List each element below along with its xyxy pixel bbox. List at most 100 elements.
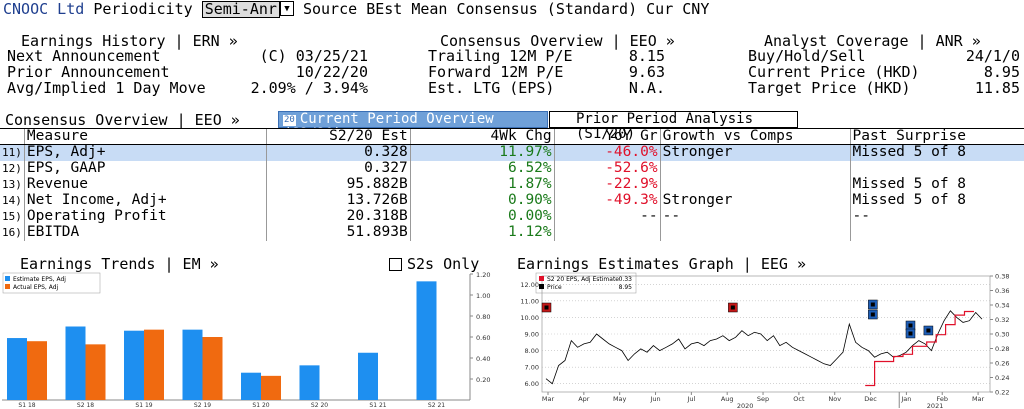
left-tick-label: 9.00 <box>525 331 539 339</box>
legend-swatch <box>5 284 10 289</box>
y-tick-label: 0.80 <box>476 313 490 321</box>
row-chg: 6.52% <box>409 160 555 177</box>
consensus-overview-section-title[interactable]: Consensus Overview | EEO » <box>5 111 240 129</box>
row-yoy: -- <box>553 208 661 225</box>
left-tick-label: 8.00 <box>525 347 539 355</box>
row-est: 20.318B <box>265 208 411 225</box>
chevron-down-icon[interactable]: ▼ <box>279 1 294 16</box>
x-tick-label: Feb <box>936 395 948 403</box>
cur-value[interactable]: CNY <box>682 0 710 18</box>
earnings-graph-title[interactable]: Earnings Estimates Graph | EEG » <box>517 255 806 273</box>
row-measure[interactable]: EPS, Adj+ <box>23 144 267 161</box>
event-marker-dot-icon <box>926 328 931 333</box>
table-row[interactable]: 15) Operating Profit 20.318B 0.00% -- --… <box>0 208 1024 225</box>
table-row[interactable]: 13) Revenue 95.882B 1.87% -22.9% Missed … <box>0 176 1024 193</box>
legend-label: Actual EPS, Adj <box>13 284 59 291</box>
row-number: 15) <box>2 210 22 223</box>
row-measure[interactable]: Net Income, Adj+ <box>23 192 267 209</box>
buy-hold-sell-value: 24/1/0 <box>965 47 1020 65</box>
row-growth <box>659 224 851 241</box>
earnings-trends-chart: 0.20 0.40 0.60 0.80 1.00 1.20 S1 18 S2 18 S1 19 S… <box>2 272 490 409</box>
row-measure[interactable]: EBITDA <box>23 224 267 241</box>
header-growth[interactable]: Growth vs Comps <box>659 128 851 145</box>
bar-actual <box>27 341 47 400</box>
left-tick-label: 7.00 <box>525 364 539 372</box>
bar-estimate <box>7 338 27 400</box>
x-tick-label: S2 21 <box>428 402 445 409</box>
bar-actual <box>202 337 223 400</box>
right-tick-label: 0.28 <box>995 345 1009 353</box>
right-tick-label: 0.38 <box>995 273 1009 281</box>
row-est: 13.726B <box>265 192 411 209</box>
header-est[interactable]: S2/20 Est <box>265 128 411 145</box>
periodicity-label: Periodicity <box>93 0 193 18</box>
prior-announcement-label: Prior Announcement <box>7 63 170 81</box>
consensus-overview-title[interactable]: Consensus Overview | EEO » <box>440 32 675 50</box>
bar-estimate <box>299 365 320 400</box>
row-yoy <box>553 224 661 241</box>
x-tick-label: Jan <box>900 395 911 403</box>
consensus-table: Measure S2/20 Est 4Wk Chg YoY Gr Growth … <box>0 128 1024 241</box>
row-growth: -- <box>659 208 851 225</box>
event-marker-dot-icon <box>908 331 913 336</box>
target-price-label: Target Price (HKD) <box>748 79 911 97</box>
day-move-value: 2.09% / 3.94% <box>250 79 368 97</box>
periodicity-select[interactable]: Semi-Anr <box>201 1 280 18</box>
x-tick-label: Dec <box>864 395 877 403</box>
source-value[interactable]: BEst Mean Consensus (Standard) <box>366 0 638 18</box>
x-tick-label: Oct <box>793 395 805 403</box>
x-tick-label: S1 21 <box>369 402 386 409</box>
table-row[interactable]: 14) Net Income, Adj+ 13.726B 0.90% -49.3… <box>0 192 1024 209</box>
row-chg: 1.87% <box>409 176 555 193</box>
x-tick-label: Apr <box>578 395 590 403</box>
header-4wk-chg[interactable]: 4Wk Chg <box>409 128 555 145</box>
row-measure[interactable]: Operating Profit <box>23 208 267 225</box>
legend-label: Price <box>547 284 562 291</box>
s2s-only-toggle[interactable]: S2s Only <box>389 256 479 273</box>
trailing-pe-label: Trailing 12M P/E <box>428 47 573 65</box>
row-yoy: -22.9% <box>553 176 661 193</box>
y-tick-label: 0.20 <box>476 376 490 384</box>
legend-label: S2 20 EPS, Adj Estimate <box>547 276 619 283</box>
table-row[interactable]: 12) EPS, GAAP 0.327 6.52% -52.6% <box>0 160 1024 177</box>
row-yoy: -52.6% <box>553 160 661 177</box>
table-row[interactable]: 16) EBITDA 51.893B 1.12% <box>0 224 1024 241</box>
next-announcement-value: (C) 03/25/21 <box>259 47 368 65</box>
row-measure[interactable]: EPS, GAAP <box>23 160 267 177</box>
bar-actual <box>85 344 106 400</box>
y-tick-label: 1.00 <box>476 292 490 300</box>
forward-pe-value: 9.63 <box>628 63 665 81</box>
row-growth: Stronger <box>659 144 851 161</box>
row-surprise: Missed 5 of 8 <box>849 144 1024 161</box>
tab-prior-period[interactable]: Prior Period Analysis (S1/20) <box>549 111 798 142</box>
left-tick-label: 6.00 <box>525 380 539 388</box>
event-marker-dot-icon <box>870 312 875 317</box>
header-yoy[interactable]: YoY Gr <box>553 128 661 145</box>
year-label: 2020 <box>737 402 754 409</box>
s2s-only-label: S2s Only <box>407 255 480 273</box>
x-tick-label: Jul <box>686 395 695 403</box>
current-price-label: Current Price (HKD) <box>748 63 920 81</box>
header-measure[interactable]: Measure <box>23 128 267 145</box>
row-chg: 11.97% <box>409 144 555 161</box>
earnings-history-title[interactable]: Earnings History | ERN » <box>21 32 238 50</box>
x-tick-label: Sep <box>757 395 769 403</box>
header-num <box>0 128 25 145</box>
earnings-trends-title[interactable]: Earnings Trends | EM » <box>20 255 219 273</box>
checkbox-icon[interactable] <box>389 258 402 271</box>
row-chg: 1.12% <box>409 224 555 241</box>
legend-label: Estimate EPS, Adj <box>13 276 66 283</box>
left-tick-label: 10.00 <box>520 314 539 322</box>
row-measure[interactable]: Revenue <box>23 176 267 193</box>
row-number: 11) <box>0 144 25 161</box>
header-surprise[interactable]: Past Surprise <box>849 128 1024 145</box>
table-row[interactable]: 11) EPS, Adj+ 0.328 11.97% -46.0% Strong… <box>0 144 1024 161</box>
estimate-line <box>865 310 974 387</box>
tab-current-period[interactable]: 20 Current Period Overview (S2/20) <box>278 111 548 142</box>
legend-swatch <box>5 276 10 281</box>
analyst-coverage-title[interactable]: Analyst Coverage | ANR » <box>764 32 981 50</box>
row-est: 0.328 <box>265 144 411 161</box>
x-tick-label: S2 19 <box>194 402 211 409</box>
left-tick-label: 12.00 <box>520 281 539 289</box>
period-icon: 20 <box>283 115 296 126</box>
